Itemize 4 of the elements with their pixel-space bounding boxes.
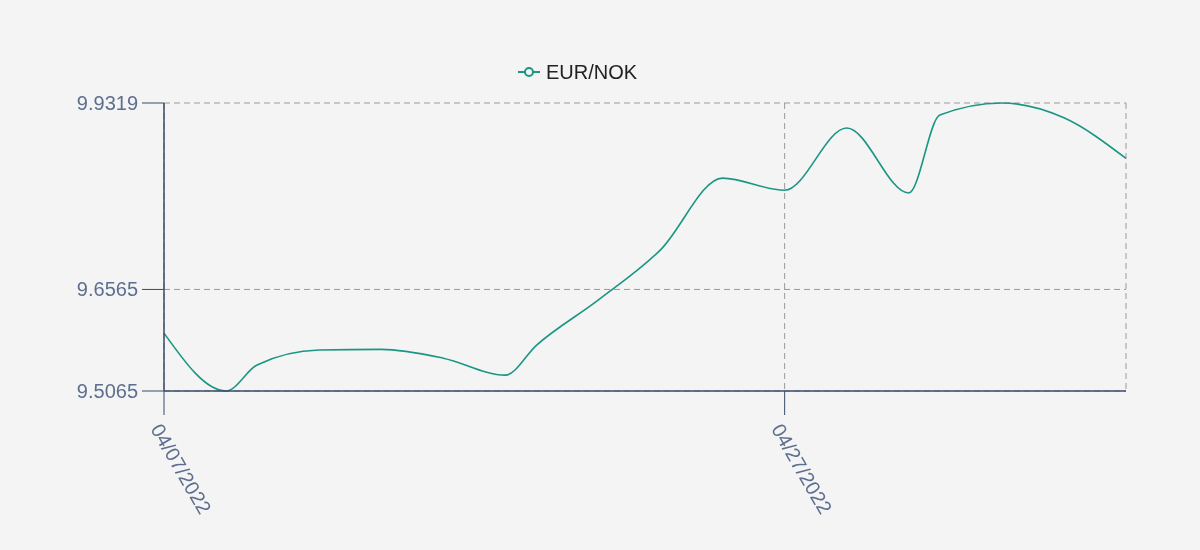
y-tick-label: 9.5065 (76, 380, 138, 402)
y-tick-label: 9.6565 (76, 278, 138, 301)
legend-label: EUR/NOK (546, 61, 638, 83)
y-tick-label: 9.9319 (76, 92, 138, 114)
